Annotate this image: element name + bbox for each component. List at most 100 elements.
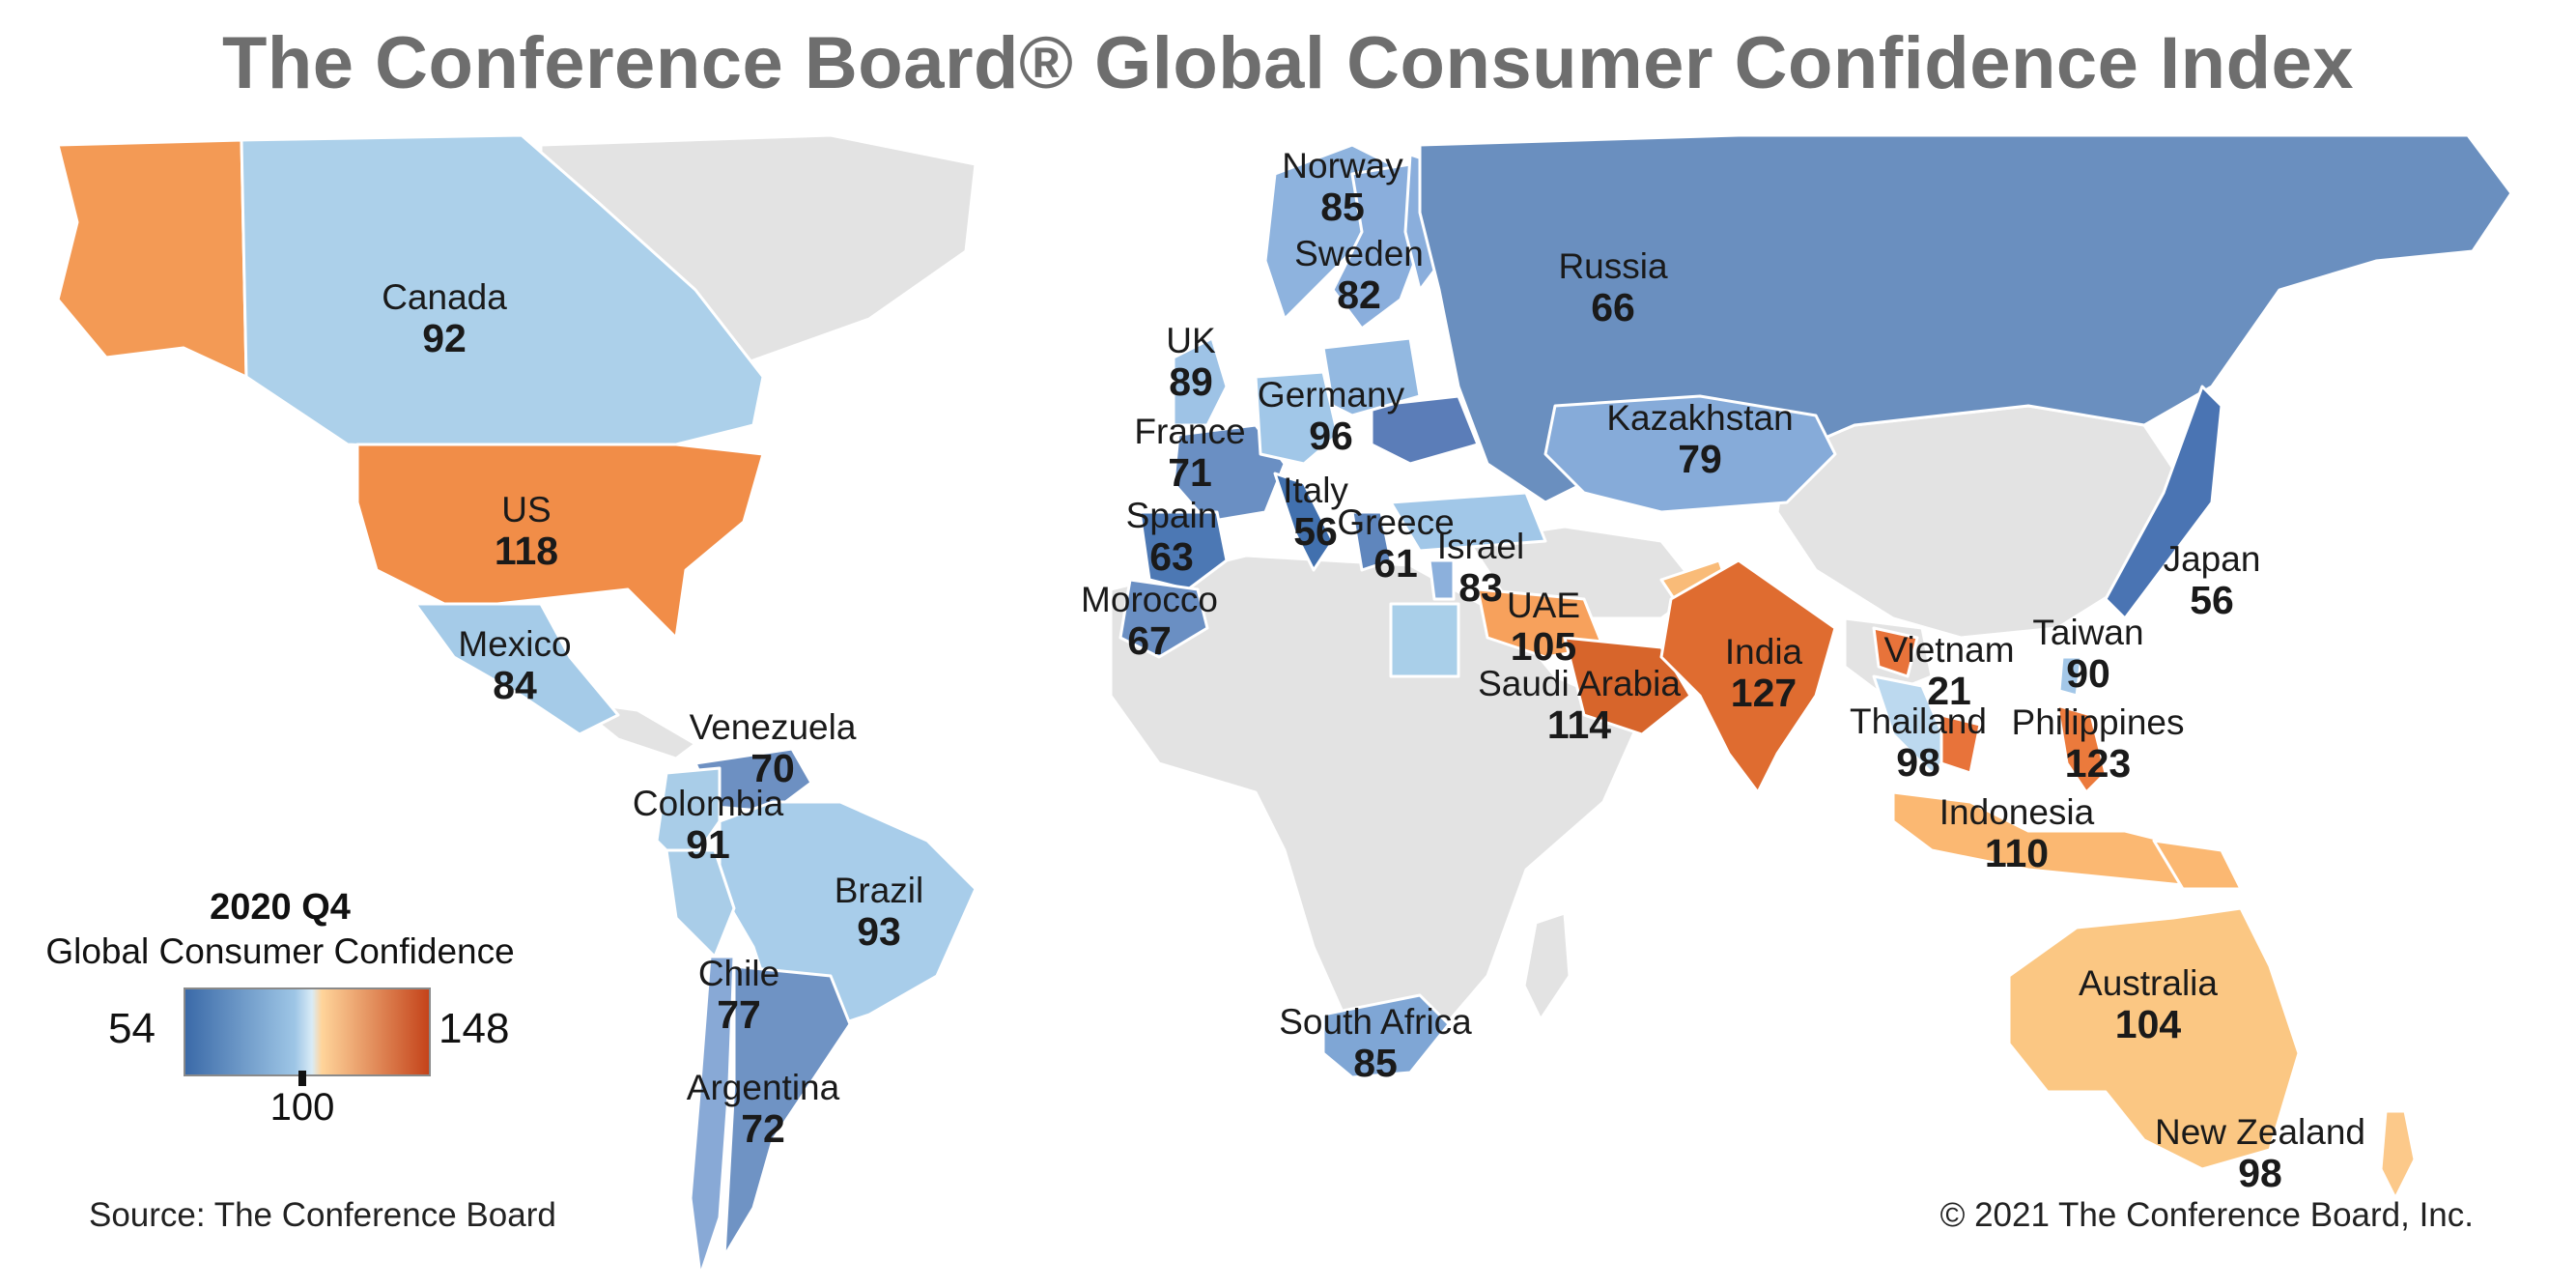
country-name: Italy: [1283, 471, 1348, 510]
country-name: Indonesia: [1939, 792, 2095, 832]
egypt-shape: [1389, 602, 1460, 678]
turkey-shape: [1389, 491, 1547, 553]
country-name: Philippines: [2011, 702, 2185, 742]
country-name: Greece: [1337, 502, 1455, 542]
country-value: 92: [422, 316, 467, 360]
peru-shape: [665, 848, 736, 959]
country-name: US: [501, 490, 552, 530]
country-label-italy: Italy 56: [1283, 471, 1348, 554]
country-name: Chile: [697, 954, 780, 993]
country-label-japan: Japan 56: [2164, 540, 2261, 622]
country-value: 70: [750, 746, 795, 790]
country-label-russia: Russia 66: [1558, 247, 1667, 329]
country-label-india: India 127: [1725, 633, 1802, 715]
colombia-shape: [655, 766, 722, 872]
source-note: Source: The Conference Board: [89, 1196, 556, 1234]
country-value: 98: [1896, 740, 1940, 785]
country-value: 93: [857, 909, 901, 954]
africa-shape: [1109, 554, 1644, 1045]
country-label-south-africa: South Africa 85: [1279, 1002, 1472, 1085]
country-label-france: France 71: [1134, 413, 1245, 495]
legend-period: 2020 Q4: [210, 887, 351, 928]
vietnam-south-shape: [1939, 713, 1982, 775]
legend-midpoint-tick: [298, 1071, 306, 1086]
country-name: Norway: [1282, 146, 1403, 186]
kazakhstan-shape: [1543, 394, 1837, 514]
country-value: 123: [2064, 741, 2132, 786]
country-label-mexico: Mexico 84: [458, 625, 571, 707]
country-label-australia: Australia 104: [2079, 963, 2218, 1046]
morocco-shape: [1118, 578, 1209, 659]
greece-shape: [1350, 510, 1393, 572]
country-value: 66: [1591, 285, 1635, 329]
country-name: Israel: [1436, 527, 1525, 566]
australia-shape: [2007, 906, 2301, 1171]
alaska-shape: [56, 138, 248, 379]
country-label-spain: Spain 63: [1125, 496, 1218, 579]
country-label-venezuela: Venezuela 70: [690, 708, 857, 790]
country-value: 56: [2190, 578, 2234, 622]
legend-subtitle: Global Consumer Confidence: [45, 931, 515, 971]
country-name: South Africa: [1279, 1002, 1472, 1042]
france-shape: [1172, 423, 1287, 524]
country-value: 127: [1730, 671, 1798, 715]
philippines-shape: [2055, 703, 2108, 794]
country-name: Russia: [1558, 246, 1668, 286]
canada-shape: [240, 133, 765, 456]
country-value: 77: [717, 992, 761, 1037]
country-label-kazakhstan: Kazakhstan 79: [1606, 399, 1793, 481]
country-value: 91: [686, 822, 730, 867]
vietnam-shape: [1872, 626, 1919, 678]
country-name: Spain: [1125, 496, 1218, 535]
country-name: Australia: [2079, 963, 2218, 1003]
country-value: 104: [2114, 1002, 2182, 1046]
south-africa-shape: [1321, 993, 1451, 1079]
country-label-taiwan: Taiwan 90: [2032, 614, 2143, 696]
country-value: 110: [1984, 831, 2050, 875]
country-name: Brazil: [834, 871, 924, 910]
country-value: 79: [1678, 437, 1722, 481]
country-value: 71: [1168, 450, 1212, 495]
country-value: 89: [1169, 359, 1213, 404]
country-name: Morocco: [1081, 580, 1218, 619]
country-value: 82: [1337, 272, 1381, 317]
country-label-argentina: Argentina 72: [687, 1069, 839, 1151]
country-value: 85: [1353, 1041, 1398, 1085]
country-label-brazil: Brazil 93: [834, 871, 924, 954]
country-label-chile: Chile 77: [697, 954, 780, 1037]
country-label-vietnam: Vietnam 21: [1883, 631, 2014, 713]
legend-max-value: 148: [439, 1005, 510, 1052]
country-name: Germany: [1257, 375, 1405, 415]
country-name: UAE: [1506, 586, 1581, 625]
legend-color-scale: [184, 987, 431, 1076]
country-value: 63: [1149, 534, 1194, 579]
country-label-germany: Germany 96: [1257, 375, 1405, 458]
country-value: 90: [2066, 651, 2110, 696]
copyright-note: © 2021 The Conference Board, Inc.: [1939, 1196, 2474, 1234]
italy-shape: [1273, 472, 1335, 572]
new-zealand-shape: [2379, 1109, 2417, 1200]
country-value: 98: [2238, 1151, 2282, 1195]
ukraine-shape: [1370, 394, 1480, 466]
madagascar-shape: [1522, 911, 1571, 1021]
taiwan-shape: [2057, 655, 2083, 698]
country-label-uae: UAE 105: [1506, 586, 1581, 669]
country-label-philippines: Philippines 123: [2011, 702, 2185, 786]
saudi-arabia-shape: [1563, 636, 1692, 736]
country-value: 114: [1546, 702, 1612, 747]
country-name: Canada: [382, 277, 507, 317]
us-shape: [355, 443, 765, 640]
country-label-us: US 118: [495, 490, 558, 573]
country-name: Sweden: [1294, 234, 1424, 273]
country-label-new-zealand: New Zealand 98: [2155, 1113, 2365, 1195]
japan-shape: [2104, 385, 2223, 620]
country-label-thailand: Thailand 98: [1850, 702, 1987, 785]
legend-mid-value: 100: [269, 1086, 335, 1129]
country-label-uk: UK 89: [1166, 322, 1215, 404]
country-name: Colombia: [632, 784, 784, 823]
legend-min-value: 54: [108, 1005, 156, 1052]
germany-shape: [1254, 370, 1340, 466]
page-title: The Conference Board® Global Consumer Co…: [221, 22, 2355, 104]
